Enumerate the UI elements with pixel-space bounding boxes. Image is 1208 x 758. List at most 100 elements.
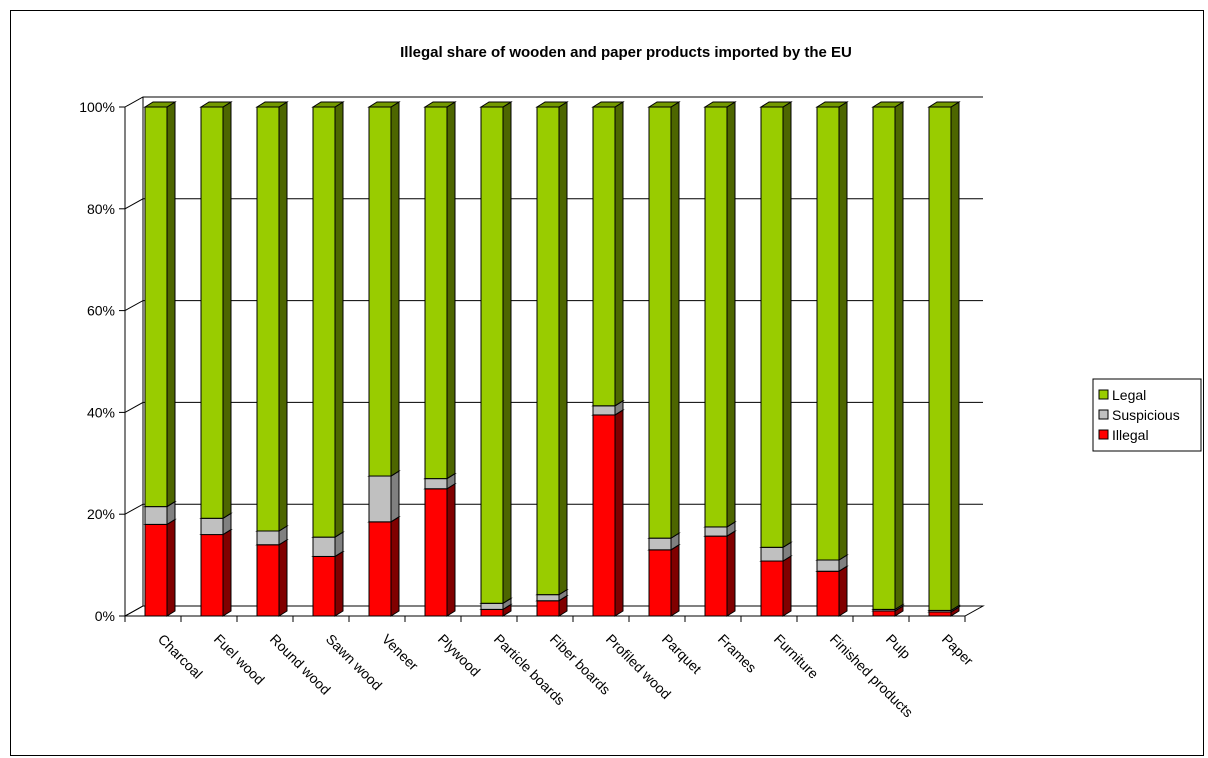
- bar-front-face: [704, 535, 728, 617]
- bar-side-face: [614, 101, 624, 407]
- chart-title: Illegal share of wooden and paper produc…: [400, 44, 852, 61]
- bar-side-face: [390, 515, 400, 617]
- bar-segment-legal: [927, 101, 961, 612]
- bar-front-face: [760, 560, 784, 617]
- legend: Legal Suspicious Illegal: [1092, 378, 1202, 452]
- bar-front-face: [536, 594, 560, 602]
- bar-side-face: [390, 470, 400, 523]
- bar-front-face: [928, 106, 952, 611]
- y-tick-label: 60%: [87, 303, 115, 319]
- bar-top-face: [479, 101, 513, 108]
- bar-front-face: [536, 600, 560, 617]
- bar-front-face: [592, 106, 616, 407]
- bar-side-face: [334, 101, 344, 539]
- bar-segment-legal: [647, 101, 681, 540]
- bar-side-face: [278, 101, 288, 532]
- bar-front-face: [368, 106, 392, 477]
- bar-front-face: [648, 549, 672, 617]
- bar-segment-legal: [143, 101, 177, 508]
- bar-front-face: [368, 475, 392, 523]
- bar-front-face: [872, 610, 896, 617]
- x-category-label: Paper: [939, 631, 977, 669]
- bar-segment-illegal: [199, 528, 233, 617]
- bar-side-face: [222, 101, 232, 520]
- bar-top-face: [759, 101, 793, 108]
- y-tick-label: 20%: [87, 506, 115, 522]
- bar-front-face: [536, 106, 560, 596]
- bar-front-face: [760, 546, 784, 562]
- bar-front-face: [816, 559, 840, 572]
- bar-segment-illegal: [367, 515, 401, 617]
- bar-segment-legal: [255, 101, 289, 532]
- x-category-label: Pulp: [883, 631, 914, 662]
- bar-front-face: [648, 106, 672, 539]
- bar-top-face: [927, 101, 961, 108]
- bar-front-face: [312, 555, 336, 617]
- bar-top-face: [591, 101, 625, 108]
- bar-front-face: [592, 405, 616, 416]
- bar-segment-illegal: [647, 543, 681, 617]
- bar-side-face: [166, 101, 176, 508]
- y-tick-label: 0%: [95, 608, 115, 624]
- bar-side-face: [726, 101, 736, 528]
- bar-top-face: [535, 101, 569, 108]
- bar-front-face: [480, 608, 504, 617]
- bar-segment-legal: [871, 101, 905, 611]
- bar-front-face: [704, 106, 728, 528]
- bar-side-face: [166, 518, 176, 617]
- chart-frame: Illegal share of wooden and paper produc…: [10, 10, 1204, 756]
- bar-segment-illegal: [143, 518, 177, 617]
- bar-segment-illegal: [423, 482, 457, 617]
- bar-front-face: [704, 526, 728, 537]
- bar-front-face: [424, 478, 448, 490]
- x-category-label: Fuel wood: [211, 631, 268, 688]
- bar-front-face: [872, 106, 896, 610]
- bar-side-face: [390, 101, 400, 477]
- bar-side-face: [782, 555, 792, 617]
- y-tick-label: 40%: [87, 404, 115, 420]
- bar-front-face: [592, 414, 616, 617]
- x-category-label: Parquet: [659, 631, 705, 677]
- bar-top-face: [647, 101, 681, 108]
- bar-segment-illegal: [591, 409, 625, 617]
- x-category-label: Furniture: [771, 631, 822, 682]
- bar-front-face: [480, 602, 504, 610]
- bar-front-face: [928, 611, 952, 617]
- x-category-label: Plywood: [435, 631, 484, 680]
- x-category-label: Frames: [715, 631, 760, 676]
- bar-front-face: [816, 570, 840, 617]
- bar-top-face: [255, 101, 289, 108]
- bar-top-face: [199, 101, 233, 108]
- legend-label-suspicious: Suspicious: [1112, 407, 1180, 423]
- bar-front-face: [312, 106, 336, 538]
- bar-side-face: [950, 101, 960, 612]
- bar-segment-legal: [423, 101, 457, 480]
- bar-front-face: [200, 534, 224, 617]
- bar-top-face: [703, 101, 737, 108]
- bar-side-face: [726, 530, 736, 617]
- legend-label-legal: Legal: [1112, 387, 1146, 403]
- y-tick-label: 80%: [87, 201, 115, 217]
- bar-side-face: [670, 101, 680, 540]
- bar-side-face: [838, 565, 848, 617]
- bar-segment-illegal: [759, 555, 793, 617]
- bar-segment-legal: [199, 101, 233, 520]
- bar-segment-illegal: [815, 565, 849, 617]
- legend-swatch-suspicious: [1098, 409, 1109, 420]
- bar-front-face: [760, 106, 784, 548]
- bar-segment-legal: [479, 101, 513, 605]
- legend-label-illegal: Illegal: [1112, 427, 1149, 443]
- y-tick-label: 100%: [79, 99, 115, 115]
- bars-layer: [143, 101, 961, 617]
- bar-front-face: [256, 106, 280, 532]
- bar-top-face: [311, 101, 345, 108]
- x-category-label: Charcoal: [155, 631, 206, 682]
- bar-segment-legal: [535, 101, 569, 596]
- bar-segment-illegal: [311, 550, 345, 617]
- bar-side-face: [782, 101, 792, 549]
- bar-front-face: [368, 521, 392, 617]
- legend-swatch-legal: [1098, 389, 1109, 400]
- bar-segment-legal: [815, 101, 849, 561]
- bar-front-face: [144, 106, 168, 508]
- bar-front-face: [312, 536, 336, 557]
